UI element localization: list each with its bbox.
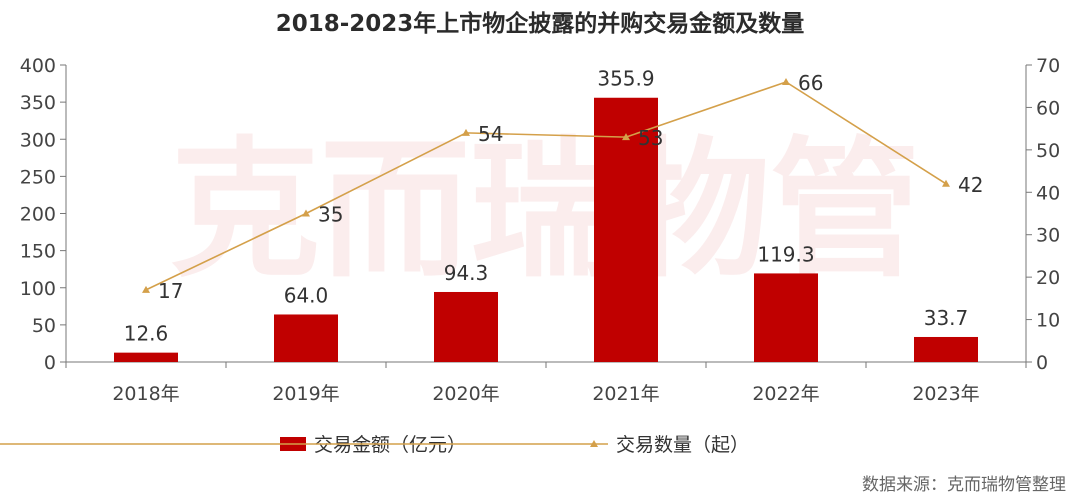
line-point xyxy=(462,128,470,136)
y-right-tick-label: 50 xyxy=(1036,140,1060,162)
x-tick-label: 2019年 xyxy=(272,383,339,405)
legend: 交易金额（亿元） 交易数量（起） xyxy=(0,434,749,456)
x-tick-label: 2018年 xyxy=(112,383,179,405)
source-note: 数据来源：克而瑞物管整理 xyxy=(862,475,1066,495)
y-left-tick-label: 0 xyxy=(44,352,56,374)
bar-series xyxy=(114,97,978,362)
bar-value-label: 355.9 xyxy=(597,67,654,91)
legend-bar-label: 交易金额（亿元） xyxy=(314,434,466,456)
y-left-tick-label: 100 xyxy=(20,278,56,300)
axes: 0 50 100 150 200 250 300 350 400 0 10 20 30 40 50 60 70 2… xyxy=(20,55,1060,405)
bar xyxy=(114,352,178,362)
bar-value-label: 12.6 xyxy=(124,322,169,346)
watermark-text: 克而瑞物管 xyxy=(170,124,920,298)
y-left-tick-label: 400 xyxy=(20,55,56,77)
y-left-tick-label: 200 xyxy=(20,204,56,226)
y-left-tick-label: 50 xyxy=(32,315,56,337)
bar-value-label: 94.3 xyxy=(444,261,489,285)
bar xyxy=(754,273,818,362)
line-value-label: 42 xyxy=(958,173,983,197)
data-labels: 12.6 64.0 94.3 355.9 119.3 33.7 17 35 54 53 66 42 xyxy=(124,67,984,346)
bar xyxy=(434,291,498,362)
legend-line-marker xyxy=(590,440,598,447)
line-value-label: 66 xyxy=(798,71,823,95)
bar-value-label: 119.3 xyxy=(757,242,814,266)
x-tick-label: 2023年 xyxy=(912,383,979,405)
x-tick-label: 2020年 xyxy=(432,383,499,405)
y-right-tick-label: 60 xyxy=(1036,97,1060,119)
bar xyxy=(594,97,658,362)
legend-line-label: 交易数量（起） xyxy=(616,434,749,456)
y-right-tick-label: 20 xyxy=(1036,267,1060,289)
series-line xyxy=(145,81,947,291)
y-right-tick-label: 0 xyxy=(1036,352,1048,374)
bar-value-label: 33.7 xyxy=(924,306,969,330)
line-value-label: 35 xyxy=(318,203,343,227)
x-tick-label: 2022年 xyxy=(752,383,819,405)
bar-value-label: 64.0 xyxy=(284,283,329,307)
line-point xyxy=(302,209,310,217)
y-left-tick-label: 300 xyxy=(20,129,56,151)
line-series xyxy=(142,77,950,293)
line-point xyxy=(942,179,950,187)
y-right-tick-label: 30 xyxy=(1036,225,1060,247)
bar xyxy=(914,336,978,362)
y-left-tick-label: 150 xyxy=(20,241,56,263)
chart-title: 2018-2023年上市物企披露的并购交易金额及数量 xyxy=(276,10,805,37)
bar xyxy=(274,314,338,362)
x-tick-label: 2021年 xyxy=(592,383,659,405)
line-point xyxy=(622,133,630,141)
y-left-tick-label: 250 xyxy=(20,166,56,188)
y-left-tick-label: 350 xyxy=(20,92,56,114)
y-right-tick-label: 10 xyxy=(1036,310,1060,332)
line-point xyxy=(142,285,150,293)
line-value-label: 17 xyxy=(158,279,183,303)
y-right-tick-label: 70 xyxy=(1036,55,1060,77)
y-right-tick-label: 40 xyxy=(1036,182,1060,204)
line-point xyxy=(782,77,790,85)
line-value-label: 54 xyxy=(478,122,503,146)
line-value-label: 53 xyxy=(638,126,663,150)
